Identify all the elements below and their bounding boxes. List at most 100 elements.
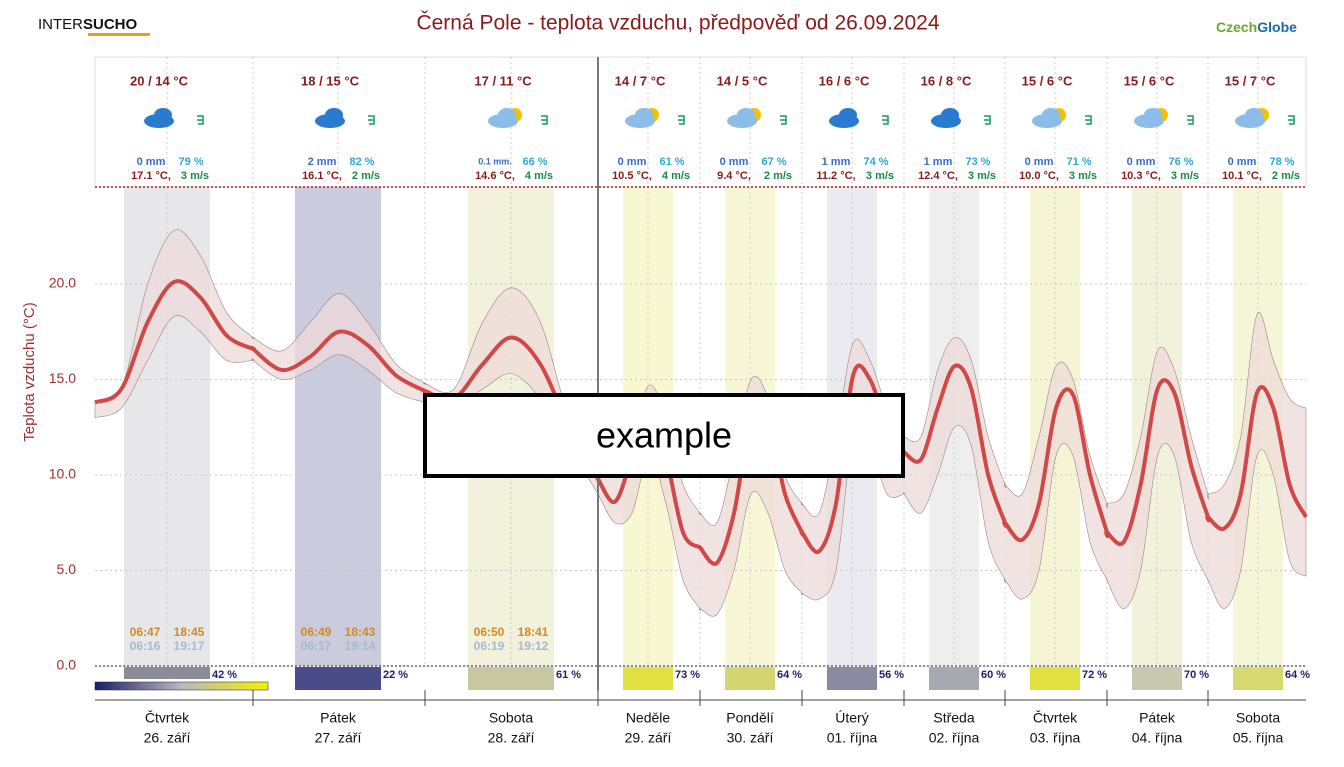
dusk: 19:17 [174, 639, 205, 653]
weekday: Sobota [1236, 710, 1281, 726]
sun-scale [94, 681, 269, 691]
logo-underline [88, 33, 150, 36]
cloud-icon [635, 108, 653, 122]
y-tick-label: 10.0 [49, 466, 76, 482]
date: 28. září [488, 730, 535, 746]
wind: 3 m/s [1069, 170, 1097, 182]
weekday: Středa [933, 710, 974, 726]
sunset: 18:41 [518, 625, 549, 639]
wind: 2 m/s [764, 170, 792, 182]
sun-bar [929, 667, 979, 690]
cloud-icon [1042, 108, 1060, 122]
wind-icon [984, 115, 991, 125]
mean-temp: 16.1 °C, [302, 170, 342, 182]
wind-icon [197, 115, 204, 125]
day-temp: 14 / 5 °C [717, 73, 768, 88]
date: 05. října [1233, 730, 1284, 746]
day-temp: 15 / 6 °C [1124, 73, 1175, 88]
sun-percent: 73 % [675, 669, 700, 681]
cloud-icon [1144, 108, 1162, 122]
sun-bar [1233, 667, 1283, 690]
sunrise: 06:49 [301, 625, 332, 639]
precip: 2 mm [308, 156, 337, 168]
humidity: 74 % [863, 156, 888, 168]
sun-bar [1030, 667, 1080, 690]
y-tick-label: 5.0 [57, 561, 77, 577]
mean-temp: 17.1 °C, [131, 170, 171, 182]
sunrise: 06:47 [130, 625, 161, 639]
humidity: 78 % [1269, 156, 1294, 168]
sun-percent: 42 % [212, 669, 237, 681]
precip: 0.1 mm. [478, 156, 512, 166]
sun-bar [295, 667, 381, 690]
wind-icon [541, 115, 548, 125]
humidity: 66 % [522, 156, 547, 168]
sun-percent: 56 % [879, 669, 904, 681]
sun-bar [468, 667, 554, 690]
sun-percent: 72 % [1082, 669, 1107, 681]
day-temp: 18 / 15 °C [301, 73, 360, 88]
weekday: Sobota [489, 710, 534, 726]
day-temp: 16 / 6 °C [819, 73, 870, 88]
precip: 0 mm [1025, 156, 1054, 168]
humidity: 79 % [178, 156, 203, 168]
wind-icon [1288, 115, 1295, 125]
wind-icon [780, 115, 787, 125]
sun-bar [623, 667, 673, 690]
weekday: Pondělí [726, 710, 774, 726]
precip: 0 mm [720, 156, 749, 168]
sun-percent: 64 % [777, 669, 802, 681]
wind: 2 m/s [352, 170, 380, 182]
humidity: 71 % [1066, 156, 1091, 168]
dusk: 19:12 [518, 639, 549, 653]
sun-bar [1132, 667, 1182, 690]
humidity: 82 % [349, 156, 374, 168]
wind-icon [1085, 115, 1092, 125]
weekday: Úterý [835, 710, 868, 726]
precip: 0 mm [1228, 156, 1257, 168]
y-tick-label: 15.0 [49, 370, 76, 386]
sun-percent: 22 % [383, 669, 408, 681]
precip: 0 mm [618, 156, 647, 168]
day-temp: 16 / 8 °C [921, 73, 972, 88]
mean-temp: 14.6 °C, [475, 170, 515, 182]
mean-temp: 10.5 °C, [612, 170, 652, 182]
sun-percent: 70 % [1184, 669, 1209, 681]
sunrise: 06:50 [474, 625, 505, 639]
mean-temp: 12.4 °C, [918, 170, 958, 182]
wind: 3 m/s [181, 170, 209, 182]
mean-temp: 9.4 °C, [717, 170, 751, 182]
logo-part: Czech [1216, 19, 1257, 35]
dawn: 06:16 [130, 639, 161, 653]
day-temp: 17 / 11 °C [474, 73, 532, 88]
logo-part: INTER [38, 16, 83, 33]
daylight-column [295, 187, 381, 666]
date: 04. října [1132, 730, 1183, 746]
sunset: 18:45 [174, 625, 205, 639]
mean-temp: 10.3 °C, [1121, 170, 1161, 182]
weekday: Pátek [1139, 710, 1176, 726]
day-temp: 20 / 14 °C [130, 73, 189, 88]
humidity: 76 % [1168, 156, 1193, 168]
temperature-line [94, 279, 1308, 566]
weekday: Čtvrtek [145, 710, 190, 726]
dawn: 06:17 [301, 639, 332, 653]
wind: 3 m/s [1171, 170, 1199, 182]
cloud-icon [839, 108, 857, 122]
day-temp: 15 / 7 °C [1225, 73, 1276, 88]
date: 01. října [827, 730, 878, 746]
sunset: 18:43 [345, 625, 376, 639]
cloud-icon [737, 108, 755, 122]
weekday: Neděle [626, 710, 671, 726]
day-temp: 15 / 6 °C [1022, 73, 1073, 88]
date: 29. září [625, 730, 672, 746]
cloud-icon [1245, 108, 1263, 122]
mean-temp: 10.0 °C, [1019, 170, 1059, 182]
date: 02. října [929, 730, 980, 746]
mean-temp: 11.2 °C, [816, 170, 855, 182]
overlay-box [423, 393, 905, 478]
sun-bar [124, 667, 210, 679]
humidity: 61 % [659, 156, 684, 168]
logo-part: SUCHO [83, 16, 138, 33]
logo-part: Globe [1257, 19, 1297, 35]
